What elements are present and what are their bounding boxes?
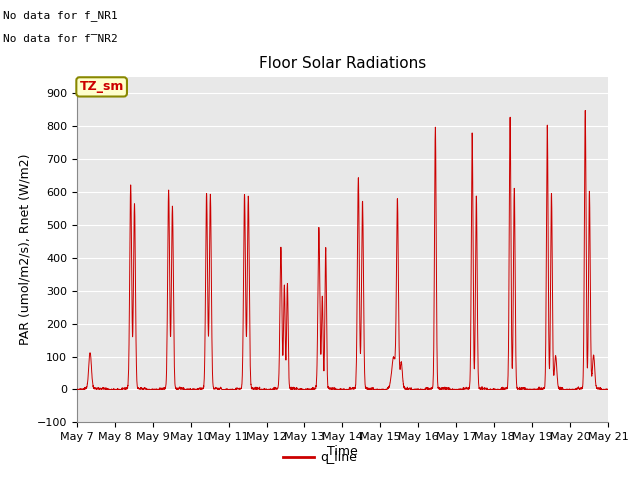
X-axis label: Time: Time <box>327 445 358 458</box>
Y-axis label: PAR (umol/m2/s), Rnet (W/m2): PAR (umol/m2/s), Rnet (W/m2) <box>18 154 31 345</box>
Title: Floor Solar Radiations: Floor Solar Radiations <box>259 57 426 72</box>
Legend: q_line: q_line <box>278 446 362 469</box>
Text: No data for f̅NR2: No data for f̅NR2 <box>3 34 118 44</box>
Text: TZ_sm: TZ_sm <box>79 80 124 94</box>
Text: No data for f_NR1: No data for f_NR1 <box>3 10 118 21</box>
